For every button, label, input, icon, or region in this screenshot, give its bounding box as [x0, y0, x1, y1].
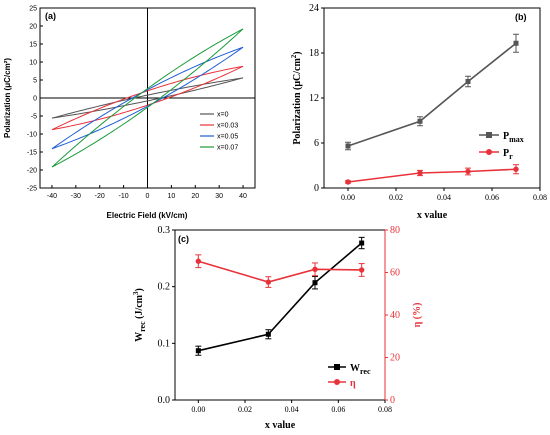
- panel-b-pmax-line: [347, 42, 517, 147]
- panel-a-x-tick-label: 10: [167, 193, 175, 200]
- panel-c-right-y-tick-label: 60: [390, 268, 400, 279]
- panel-a-x-tick-label: 40: [239, 193, 247, 200]
- legend-pr-label: Pr: [503, 148, 513, 161]
- panel-c-wrec-point: [359, 240, 365, 246]
- panel-c-x-axis-label: x value: [265, 420, 296, 431]
- panel-b-label: (b): [515, 12, 527, 22]
- panel-a-legend: x=0 x=0.03 x=0.05 x=0.07: [200, 112, 238, 152]
- panel-a-loop-x-0-03: [51, 65, 244, 131]
- panel-a-legend-label: x=0.05: [217, 134, 238, 141]
- panel-b-y-tick-label: 6: [314, 138, 319, 149]
- panel-a-legend-label: x=0.03: [217, 123, 238, 130]
- panel-b-y-tick-label: 0: [314, 183, 319, 194]
- panel-a-y-tick-label: 10: [29, 60, 37, 67]
- panel-b-plot-frame: [323, 7, 541, 189]
- panel-a-x-tick-label: -40: [47, 193, 57, 200]
- panel-c-eta-point: [265, 279, 272, 285]
- panel-b-x-tick-label: 0.00: [341, 193, 355, 202]
- panel-c-wrec-point: [265, 331, 271, 337]
- panel-a-legend-label: x=0: [217, 112, 229, 119]
- panel-c-eta-line: [198, 260, 362, 283]
- panel-b-x-axis-label: x value: [417, 210, 448, 221]
- panel-a-x-tick-label: 20: [191, 193, 199, 200]
- panel-b-pr-line: [347, 168, 517, 183]
- panel-b-polarization-chart: 0.00 0.02 0.04 0.06 0.08 0 6 12 18 24 (b) x value…: [290, 3, 547, 221]
- panel-c-x-tick-label: 0.04: [285, 405, 299, 414]
- legend-eta-marker: [334, 379, 340, 385]
- panel-a-x-tick-label: -10: [119, 193, 129, 200]
- panel-c-plot-frame: [174, 229, 386, 401]
- panel-c-right-y-tick-label: 20: [390, 353, 400, 364]
- panel-b-y-tick-label: 18: [309, 48, 319, 59]
- panel-b-y-tick-label: 12: [309, 93, 319, 104]
- panel-c-label: (c): [178, 234, 189, 244]
- panel-c-eta-point: [358, 267, 365, 273]
- panel-c-left-y-tick-label: 0.3: [158, 225, 171, 236]
- panel-a-y-tick-label: -20: [27, 168, 37, 175]
- panel-b-legend: Pmax Pr: [479, 131, 524, 161]
- panel-c-left-y-axis-label: Wrec (J/cm3): [132, 288, 147, 342]
- panel-a-y-tick-label: 0: [33, 96, 37, 103]
- panel-c-left-y-tick-label: 0.1: [158, 338, 171, 349]
- panel-b-y-tick-label: 24: [309, 3, 319, 14]
- panel-a-y-tick-label: 25: [29, 6, 37, 13]
- panel-a-legend-label: x=0.07: [217, 145, 238, 152]
- panel-c-wrec-point: [195, 348, 201, 354]
- panel-a-y-axis-label: Polarization (μC/cm²): [3, 58, 12, 138]
- panel-a-hysteresis-chart: -40 -30 -20 -10 0 10 20 30 40 -25 -20 -15 -10 -5 0 5 10…: [3, 6, 256, 220]
- panel-b-x-tick-label: 0.02: [389, 193, 403, 202]
- panel-c-right-y-tick-label: 40: [390, 310, 400, 321]
- panel-a-x-tick-label: 30: [215, 193, 223, 200]
- legend-wrec-label: Wrec: [350, 363, 371, 376]
- panel-a-loop-x-0-05: [51, 46, 244, 150]
- panel-c-left-y-tick-label: 0.2: [158, 282, 171, 293]
- panel-a-label: (a): [45, 11, 56, 21]
- panel-b-pr-point: [465, 168, 471, 175]
- panel-c-x-tick-label: 0.02: [238, 405, 252, 414]
- panel-a-y-tick-label: 5: [33, 78, 37, 85]
- panel-a-y-tick-label: -25: [27, 186, 37, 193]
- panel-b-pr-point: [417, 170, 423, 176]
- panel-c-legend: Wrec η: [328, 363, 371, 389]
- panel-b-pr-point: [513, 166, 519, 172]
- panel-c-x-tick-label: 0.08: [378, 405, 392, 414]
- panel-b-x-tick-label: 0.08: [533, 193, 547, 202]
- panel-c-eta-point: [312, 266, 318, 273]
- panel-a-y-tick-label: 15: [29, 42, 37, 49]
- panel-b-pmax-point: [465, 79, 471, 84]
- panel-a-x-tick-label: -20: [95, 193, 105, 200]
- panel-c-energy-efficiency-chart: 0.00 0.02 0.04 0.06 0.08 0.0 0.1 0.2 0.3 0 20 40 60 8…: [132, 225, 423, 431]
- panel-a-y-tick-label: -5: [31, 114, 37, 121]
- panel-b-x-tick-label: 0.04: [437, 193, 451, 202]
- panel-b-x-tick-label: 0.06: [485, 193, 499, 202]
- panel-c-right-y-tick-label: 0: [390, 395, 395, 406]
- panel-b-pmax-point: [417, 118, 423, 124]
- panel-b-pmax-point: [513, 40, 519, 46]
- panel-a-loop-x-0-07: [51, 28, 244, 168]
- panel-a-y-tick-label: 20: [29, 24, 37, 31]
- panel-a-y-tick-label: -15: [27, 150, 37, 157]
- legend-eta-label: η: [350, 378, 356, 389]
- panel-b-pr-point: [345, 179, 351, 185]
- panel-a-x-axis-label: Electric Field (kV/cm): [107, 211, 188, 220]
- legend-pr-marker: [486, 149, 492, 155]
- panel-b-pmax-point: [345, 143, 351, 149]
- panel-a-x-tick-label: -30: [71, 193, 81, 200]
- panel-c-right-y-tick-label: 80: [390, 225, 400, 236]
- panel-c-eta-point: [195, 258, 202, 264]
- panel-c-wrec-point: [312, 280, 318, 286]
- panel-a-x-tick-label: 0: [146, 193, 150, 200]
- legend-pmax-label: Pmax: [503, 131, 524, 144]
- legend-wrec-marker: [334, 364, 340, 370]
- panel-c-right-y-axis-label: η (%): [412, 303, 423, 328]
- panel-c-x-tick-label: 0.06: [331, 405, 345, 414]
- panel-b-y-axis-label: Polarization (μC/cm2): [290, 51, 303, 144]
- panel-c-left-y-tick-label: 0.0: [158, 395, 171, 406]
- panel-c-x-tick-label: 0.00: [191, 405, 205, 414]
- panel-a-y-tick-label: -10: [27, 132, 37, 139]
- panel-c-wrec-line: [198, 242, 363, 352]
- legend-pmax-marker: [486, 132, 492, 138]
